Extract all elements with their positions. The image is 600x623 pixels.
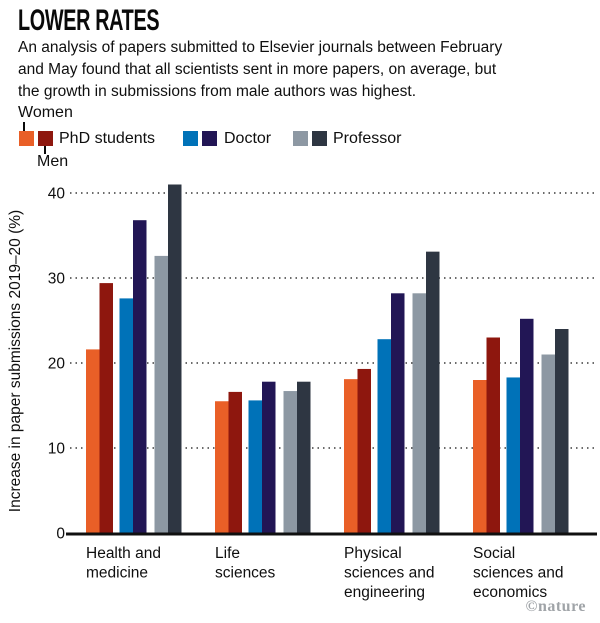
category-label: Social sciences and economics [473,545,563,601]
legend-swatch-men-phd [38,131,53,146]
bar-women-professor [541,354,555,533]
bar-women-doctor [506,377,520,533]
bar-women-professor [154,255,168,533]
legend-swatch-women-doctor [183,131,198,146]
bar-women-doctor [248,400,262,533]
bar-women-professor [412,293,426,533]
bar-men-professor [168,184,182,533]
legend-women-connector-line [23,122,25,131]
y-tick-label: 10 [48,441,66,458]
bar-men-doctor [391,293,405,533]
bar-men-professor [555,329,569,533]
bar-women-phd-students [215,401,229,533]
bar-men-doctor [262,381,276,533]
legend: Women Men PhD students Doctor Professor [0,0,600,175]
y-tick-label: 0 [56,526,65,543]
bar-women-doctor [119,298,133,533]
legend-men-label: Men [37,153,69,170]
legend-label-professor: Professor [333,130,402,147]
legend-women-label: Women [18,104,73,121]
category-label: Physical sciences and engineering [344,545,434,601]
y-tick-label: 40 [48,186,66,203]
chart-title: LOWER RATES [18,4,160,37]
y-axis-label: Increase in paper submissions 2019–20 (%… [7,210,24,512]
y-tick-label: 20 [48,356,66,373]
bar-men-professor [426,251,440,533]
bar-men-phd-students [357,368,371,533]
nature-credit: ©nature [525,598,586,615]
bar-women-phd-students [344,379,358,533]
bar-men-doctor [520,318,534,533]
legend-swatch-men-professor [312,131,327,146]
y-tick-label: 30 [48,271,66,288]
bar-men-phd-students [228,391,242,533]
bar-women-professor [283,391,297,533]
category-label: Life sciences [215,545,276,582]
legend-swatch-women-phd [19,131,34,146]
chart-subtitle: An analysis of papers submitted to Elsev… [18,39,503,100]
legend-label-phd-students: PhD students [59,130,156,147]
category-label: Health and medicine [86,545,161,582]
bar-women-phd-students [86,349,100,533]
legend-swatch-women-professor [293,131,308,146]
legend-men-connector-line [44,146,46,154]
bar-women-doctor [377,339,391,533]
bar-men-professor [297,381,311,533]
bar-men-doctor [133,220,147,533]
bar-men-phd-students [99,283,113,533]
legend-swatch-men-doctor [202,131,217,146]
legend-label-doctor: Doctor [224,130,272,147]
bar-men-phd-students [486,337,500,533]
bar-chart-svg: 0 10 20 30 40 Health and medicine Life sciences P… [7,184,597,601]
bar-women-phd-students [473,380,487,533]
